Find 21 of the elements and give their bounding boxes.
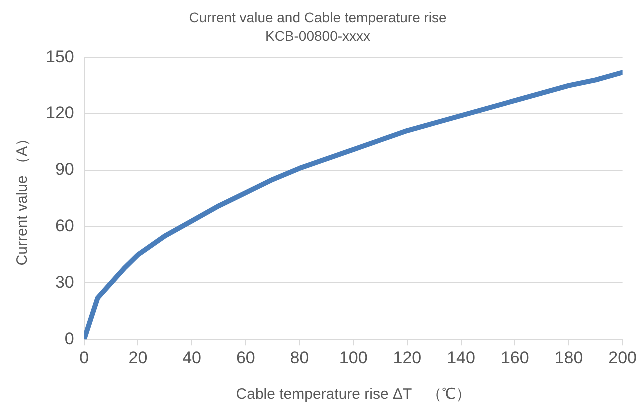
x-tick-label: 200	[608, 348, 638, 368]
chart-title: Current value and Cable temperature rise	[189, 9, 448, 26]
y-axis-title: Current value （A）	[14, 131, 32, 266]
x-tick-label: 100	[339, 348, 368, 368]
x-tick-label: 20	[128, 348, 148, 368]
x-tick-label: 120	[393, 348, 422, 368]
y-tick-label: 120	[46, 104, 74, 123]
x-tick-label: 140	[447, 348, 476, 368]
x-axis-title: Cable temperature rise ΔT （℃）	[236, 386, 471, 404]
x-tick-label: 80	[290, 348, 310, 368]
chart-subtitle: KCB-00800-xxxx	[265, 28, 371, 44]
y-tick-label: 60	[55, 216, 74, 236]
y-tick-label: 150	[46, 47, 74, 66]
x-tick-label: 60	[236, 348, 256, 368]
y-tick-label: 30	[55, 272, 74, 292]
x-tick-label: 160	[500, 348, 530, 368]
y-tick-label: 0	[64, 329, 74, 348]
x-tick-label: 40	[182, 348, 202, 368]
y-tick-label: 90	[55, 160, 74, 180]
x-tick-label: 180	[554, 348, 584, 368]
x-tick-label: 0	[80, 348, 90, 368]
